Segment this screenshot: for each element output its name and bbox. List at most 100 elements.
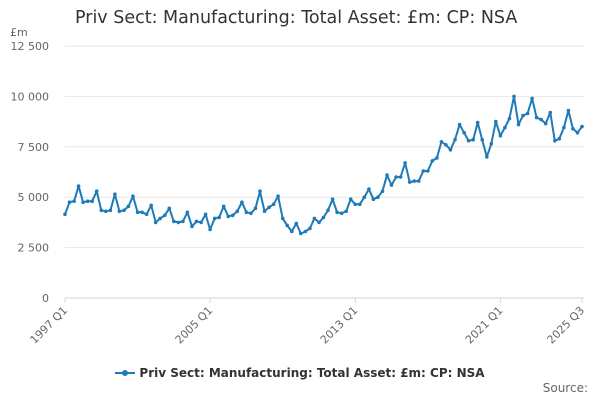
data-point — [126, 204, 131, 209]
data-point — [81, 200, 85, 204]
legend-label: Priv Sect: Manufacturing: Total Asset: £… — [139, 366, 485, 380]
data-point — [362, 195, 367, 199]
data-point — [525, 111, 530, 116]
data-point — [217, 215, 221, 220]
data-point — [371, 197, 376, 201]
data-point — [294, 221, 299, 226]
data-point — [185, 210, 190, 215]
data-point — [543, 121, 548, 126]
data-point — [203, 212, 208, 217]
data-point — [240, 200, 244, 204]
data-point — [557, 136, 562, 141]
data-point — [398, 175, 403, 179]
data-point — [194, 219, 199, 224]
data-point — [140, 210, 144, 215]
data-point — [76, 184, 81, 188]
data-point — [231, 213, 235, 218]
data-point — [571, 126, 575, 131]
data-point — [158, 216, 162, 221]
data-point — [113, 192, 117, 196]
y-axis: 0 2 500 5 000 7 500 10 000 12 500 — [11, 40, 50, 305]
data-point — [580, 124, 584, 129]
data-point — [330, 197, 335, 201]
y-tick-label: 7 500 — [18, 141, 50, 154]
data-point — [303, 229, 308, 234]
data-point — [534, 115, 539, 120]
data-point — [426, 169, 430, 173]
data-point — [321, 215, 326, 220]
data-point — [489, 142, 494, 146]
data-point — [448, 148, 453, 152]
data-point — [507, 116, 512, 121]
data-point — [208, 227, 212, 232]
data-point — [267, 205, 271, 210]
legend-swatch-icon — [115, 370, 136, 376]
data-point — [416, 179, 421, 183]
data-point — [562, 125, 566, 130]
data-point — [435, 156, 439, 160]
legend[interactable]: Priv Sect: Manufacturing: Total Asset: £… — [0, 366, 600, 380]
y-tick-label: 12 500 — [11, 40, 50, 53]
data-point — [176, 220, 181, 225]
data-point — [163, 213, 167, 218]
y-tick-label: 0 — [42, 292, 49, 305]
data-point — [394, 175, 398, 179]
data-point — [566, 108, 571, 113]
data-point — [407, 180, 412, 184]
data-point — [276, 194, 280, 198]
x-axis: 1997 Q1 2005 Q1 2013 Q1 2021 Q1 2025 Q3 — [28, 297, 588, 347]
x-tick-label: 2005 Q1 — [173, 304, 216, 347]
data-point — [253, 206, 258, 211]
data-point — [539, 117, 543, 122]
data-point — [516, 122, 521, 127]
data-point — [299, 231, 303, 236]
data-point — [72, 199, 76, 203]
data-point — [348, 197, 353, 201]
x-tick-label: 2021 Q1 — [463, 304, 506, 347]
data-point — [94, 189, 99, 193]
data-point — [553, 139, 557, 143]
data-point — [512, 94, 516, 99]
data-point — [466, 139, 471, 143]
data-point — [385, 173, 389, 177]
data-point — [285, 223, 290, 228]
data-point — [444, 143, 448, 147]
data-point — [471, 137, 476, 142]
data-point — [271, 202, 276, 207]
data-point — [104, 209, 108, 214]
data-point — [403, 161, 407, 165]
data-point — [498, 133, 503, 138]
data-point — [244, 210, 249, 215]
data-point — [530, 96, 534, 101]
data-point — [521, 113, 525, 118]
data-point — [344, 209, 349, 214]
data-point — [439, 140, 444, 144]
x-tick-label: 1997 Q1 — [28, 304, 71, 347]
x-tick-label: 2025 Q3 — [545, 304, 588, 347]
data-point — [462, 130, 466, 135]
data-point — [421, 169, 426, 173]
y-tick-label: 5 000 — [18, 191, 50, 204]
data-point — [503, 125, 507, 130]
data-point — [235, 209, 240, 214]
data-point — [90, 199, 94, 203]
data-point — [380, 189, 385, 193]
data-point — [575, 130, 580, 135]
data-point — [548, 110, 553, 115]
data-point — [453, 137, 457, 142]
data-point — [485, 155, 489, 159]
data-point — [312, 216, 317, 221]
data-point — [339, 211, 344, 216]
data-point — [335, 210, 339, 215]
data-point — [317, 220, 321, 225]
data-point — [430, 159, 435, 163]
y-tick-label: 2 500 — [18, 242, 50, 255]
data-point — [353, 202, 358, 207]
data-point — [258, 189, 262, 193]
data-point — [63, 212, 67, 217]
data-point — [480, 137, 485, 142]
data-point — [412, 179, 417, 183]
source-label: Source: — [542, 381, 588, 395]
data-point — [85, 199, 90, 203]
